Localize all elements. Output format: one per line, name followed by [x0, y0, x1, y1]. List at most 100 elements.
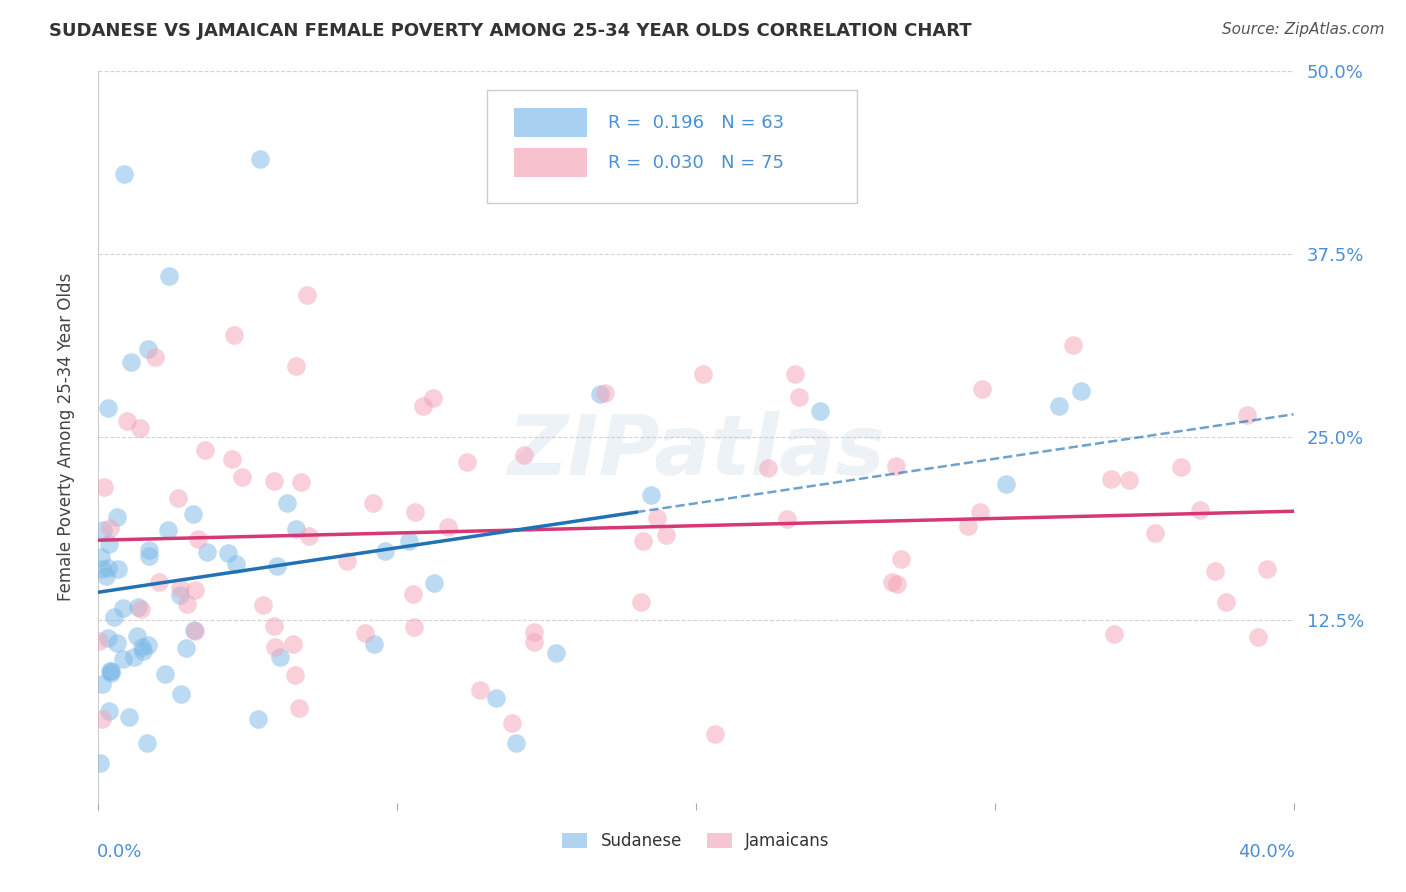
Point — [122, 650, 145, 665]
Text: 0.0%: 0.0% — [97, 843, 142, 861]
Point — [398, 534, 420, 549]
Point — [112, 167, 135, 181]
Point — [787, 390, 810, 404]
Point — [143, 350, 166, 364]
Point — [523, 625, 546, 640]
Point — [956, 519, 979, 533]
Point — [756, 460, 779, 475]
Point — [131, 640, 153, 655]
Text: R =  0.196   N = 63: R = 0.196 N = 63 — [609, 113, 785, 131]
Point — [295, 287, 318, 301]
Point — [100, 664, 122, 678]
Legend: Sudanese, Jamaicans: Sudanese, Jamaicans — [555, 825, 837, 856]
Point — [118, 710, 141, 724]
Point — [631, 533, 654, 548]
Point — [184, 624, 207, 638]
Point — [1215, 595, 1237, 609]
Point — [127, 600, 149, 615]
Point — [1204, 564, 1226, 578]
Point — [288, 701, 311, 715]
Point — [336, 554, 359, 568]
Point — [266, 559, 288, 574]
Point — [181, 507, 204, 521]
Point — [195, 545, 218, 559]
Point — [176, 597, 198, 611]
Point — [593, 385, 616, 400]
Point — [290, 475, 312, 489]
Point — [138, 549, 160, 563]
Point — [97, 631, 120, 645]
Point — [231, 470, 253, 484]
Point — [90, 550, 112, 565]
Point — [100, 665, 122, 679]
Point — [98, 537, 121, 551]
Point — [546, 646, 568, 660]
Point — [456, 455, 478, 469]
Point — [269, 649, 291, 664]
Point — [523, 634, 546, 648]
Point — [153, 667, 176, 681]
Point — [655, 527, 678, 541]
Point — [98, 704, 121, 718]
FancyBboxPatch shape — [486, 90, 858, 203]
Point — [1118, 473, 1140, 487]
Point — [1247, 630, 1270, 644]
Point — [252, 599, 274, 613]
Text: Source: ZipAtlas.com: Source: ZipAtlas.com — [1222, 22, 1385, 37]
Point — [263, 475, 285, 489]
Point — [1099, 472, 1122, 486]
Point — [404, 505, 426, 519]
Text: SUDANESE VS JAMAICAN FEMALE POVERTY AMONG 25-34 YEAR OLDS CORRELATION CHART: SUDANESE VS JAMAICAN FEMALE POVERTY AMON… — [49, 22, 972, 40]
Text: 40.0%: 40.0% — [1237, 843, 1295, 861]
Point — [298, 529, 321, 543]
Point — [1236, 408, 1258, 422]
Point — [115, 414, 138, 428]
Point — [96, 561, 118, 575]
Point — [284, 359, 307, 373]
Point — [194, 443, 217, 458]
Point — [129, 601, 152, 615]
Point — [361, 496, 384, 510]
Point — [247, 712, 270, 726]
Point — [111, 652, 134, 666]
Point — [972, 382, 994, 396]
Point — [100, 665, 122, 680]
Point — [422, 576, 444, 591]
Point — [1170, 460, 1192, 475]
Point — [374, 543, 396, 558]
Point — [105, 636, 128, 650]
Point — [221, 452, 243, 467]
Point — [225, 558, 247, 572]
Point — [776, 511, 799, 525]
Point — [808, 404, 831, 418]
Point — [402, 587, 425, 601]
Point — [412, 399, 434, 413]
Point — [404, 620, 426, 634]
Point — [89, 634, 111, 648]
Point — [1189, 503, 1212, 517]
Point — [136, 343, 159, 357]
Point — [263, 619, 285, 633]
Point — [157, 269, 180, 284]
Point — [187, 532, 209, 546]
Point — [107, 562, 129, 576]
Point — [630, 595, 652, 609]
Point — [128, 421, 150, 435]
Point — [224, 328, 246, 343]
Text: R =  0.030   N = 75: R = 0.030 N = 75 — [609, 153, 785, 172]
Point — [105, 509, 128, 524]
Point — [120, 355, 142, 369]
Point — [422, 391, 444, 405]
Point — [217, 546, 239, 560]
Point — [354, 626, 377, 640]
Point — [890, 551, 912, 566]
Point — [103, 610, 125, 624]
Point — [138, 542, 160, 557]
Point — [1256, 562, 1278, 576]
Point — [183, 624, 205, 638]
Point — [132, 643, 155, 657]
Point — [167, 491, 190, 505]
Point — [111, 601, 134, 615]
Point — [156, 523, 179, 537]
Point — [249, 152, 271, 166]
